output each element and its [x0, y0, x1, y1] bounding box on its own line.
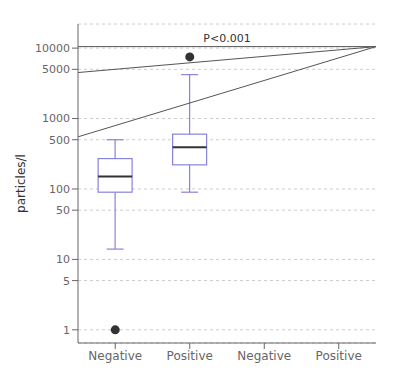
svg-text:Negative: Negative: [88, 349, 142, 363]
svg-text:5000: 5000: [42, 63, 70, 76]
svg-text:100: 100: [49, 183, 70, 196]
svg-text:1: 1: [63, 324, 70, 337]
svg-text:5: 5: [63, 275, 70, 288]
svg-text:10: 10: [56, 253, 70, 266]
svg-text:1000: 1000: [42, 112, 70, 125]
svg-text:10000: 10000: [35, 42, 70, 55]
svg-text:Negative: Negative: [237, 349, 291, 363]
svg-text:Positive: Positive: [316, 349, 362, 363]
svg-text:500: 500: [49, 134, 70, 147]
svg-text:50: 50: [56, 204, 70, 217]
svg-text:P<0.001: P<0.001: [203, 32, 250, 45]
svg-text:Positive: Positive: [167, 349, 213, 363]
svg-text:particles/l: particles/l: [14, 154, 28, 213]
